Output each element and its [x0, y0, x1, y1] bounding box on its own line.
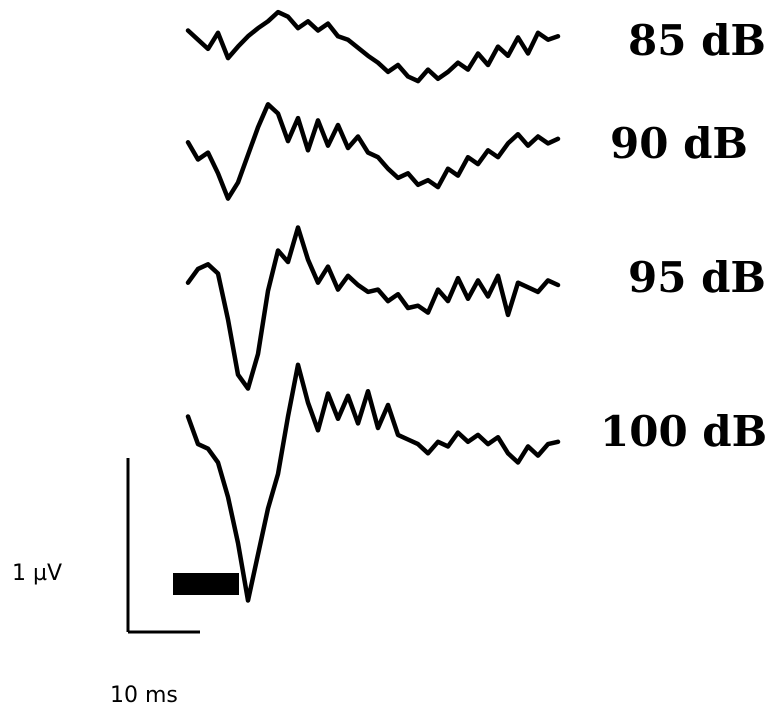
- trace-100-db: [185, 362, 561, 603]
- waveform-traces: [185, 9, 561, 603]
- trace-85-db: [185, 9, 561, 84]
- trace-label: 85 dB: [628, 16, 766, 65]
- time-scale-label: 10 ms: [110, 683, 178, 708]
- trace-95-db: [185, 225, 561, 391]
- amplitude-scale-label: 1 µV: [12, 561, 62, 586]
- trace-90-db: [185, 102, 561, 201]
- trace-label: 100 dB: [600, 407, 767, 456]
- stimulus-bar: [173, 573, 239, 595]
- trace-label: 90 dB: [610, 119, 748, 168]
- scale-bar: [126, 458, 200, 634]
- trace-label: 95 dB: [628, 253, 766, 302]
- intensity-labels: 85 dB 90 dB 95 dB 100 dB: [600, 16, 767, 456]
